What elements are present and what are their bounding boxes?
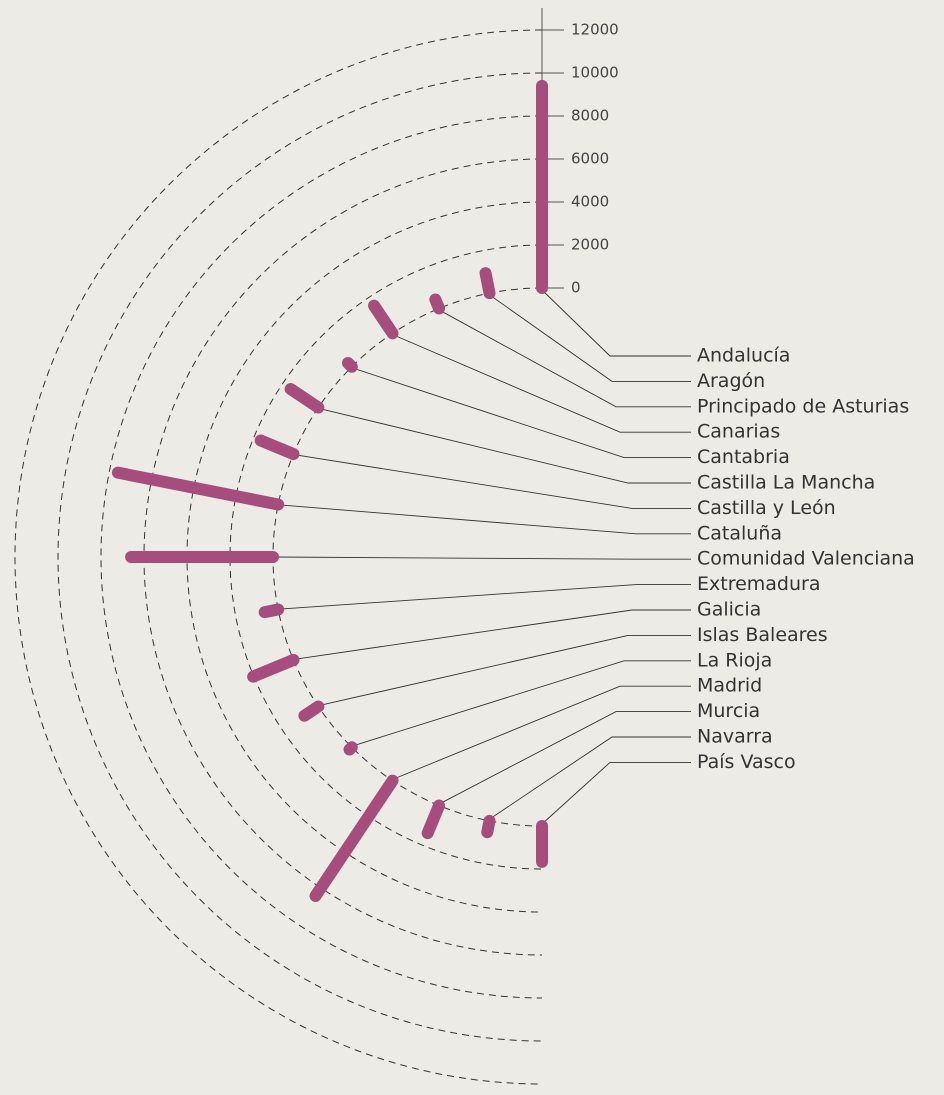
category-label: La Rioja xyxy=(697,649,772,671)
grid-arc xyxy=(14,29,543,1085)
bar xyxy=(254,434,300,461)
leader-line xyxy=(353,367,691,459)
category-label: Galicia xyxy=(697,599,761,621)
y-tick-label: 10000 xyxy=(571,64,619,82)
leader-line xyxy=(319,408,691,484)
bar xyxy=(343,741,358,756)
leader-line xyxy=(280,504,691,535)
category-label: Andalucía xyxy=(697,345,790,367)
bar xyxy=(111,466,285,511)
bar xyxy=(479,267,496,300)
y-tick-label: 12000 xyxy=(571,21,619,39)
leader-line xyxy=(489,736,691,820)
bar xyxy=(258,603,285,619)
bar xyxy=(247,653,300,683)
leader-line xyxy=(541,289,691,357)
grid-arc xyxy=(100,115,543,999)
bar xyxy=(341,356,358,373)
category-label: Islas Baleares xyxy=(697,624,828,646)
bar xyxy=(309,774,399,902)
grid-arc xyxy=(57,72,543,1042)
category-label: Canarias xyxy=(697,421,780,443)
leader-line xyxy=(439,309,691,408)
leader-line xyxy=(541,761,691,825)
leader-line xyxy=(489,294,691,382)
bar xyxy=(421,799,446,840)
y-tick-label: 6000 xyxy=(571,150,609,168)
y-tick-label: 4000 xyxy=(571,193,609,211)
category-label: Navarra xyxy=(697,726,773,748)
category-label: Comunidad Valenciana xyxy=(697,548,915,570)
y-tick-label: 8000 xyxy=(571,107,609,125)
leader-line xyxy=(295,609,691,660)
category-label: Cataluña xyxy=(697,522,782,544)
bar xyxy=(368,299,399,340)
leader-line xyxy=(274,556,691,560)
leader-line xyxy=(393,334,691,433)
category-label: Castilla La Mancha xyxy=(697,472,875,494)
category-label: Madrid xyxy=(697,675,762,697)
leader-line xyxy=(353,660,691,747)
leader-line xyxy=(439,711,691,805)
bar xyxy=(429,293,446,315)
bar xyxy=(298,700,325,722)
bar xyxy=(481,814,496,839)
leader-line xyxy=(280,584,691,610)
bar xyxy=(284,383,325,414)
category-label: Aragón xyxy=(697,370,765,392)
leader-line xyxy=(393,685,691,780)
leader-line xyxy=(319,634,691,706)
category-label: Cantabria xyxy=(697,446,790,468)
y-tick-label: 2000 xyxy=(571,236,609,254)
leader-line xyxy=(295,454,691,509)
y-tick-label: 0 xyxy=(571,279,581,297)
category-label: Extremadura xyxy=(697,573,821,595)
category-label: Murcia xyxy=(697,700,760,722)
category-label: Castilla y León xyxy=(697,497,836,519)
category-label: Principado de Asturias xyxy=(697,395,909,417)
category-label: País Vasco xyxy=(697,751,796,773)
